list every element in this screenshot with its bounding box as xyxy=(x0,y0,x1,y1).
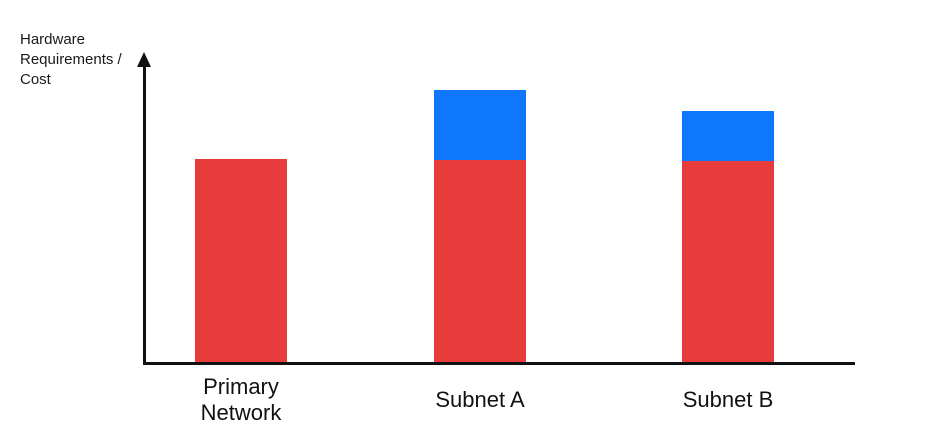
bar-segment-additional-overhead xyxy=(682,111,774,161)
x-axis-label-subnet-a: Subnet A xyxy=(435,387,525,412)
x-axis-line xyxy=(143,362,855,365)
bar-segment-base-requirement xyxy=(682,161,774,362)
bar-subnet-a xyxy=(434,90,526,362)
y-axis-arrowhead-icon xyxy=(137,52,151,67)
bar-primary-network xyxy=(195,159,287,362)
x-axis-label-subnet-b: Subnet B xyxy=(682,387,774,412)
bar-segment-base-requirement xyxy=(434,160,526,362)
bar-segment-base-requirement xyxy=(195,159,287,362)
bar-subnet-b xyxy=(682,111,774,362)
x-axis-label-primary-network: Primary Network xyxy=(200,374,282,425)
bar-segment-additional-overhead xyxy=(434,90,526,160)
y-axis-label: Hardware Requirements / Cost xyxy=(20,31,122,88)
y-axis-line xyxy=(143,66,146,362)
